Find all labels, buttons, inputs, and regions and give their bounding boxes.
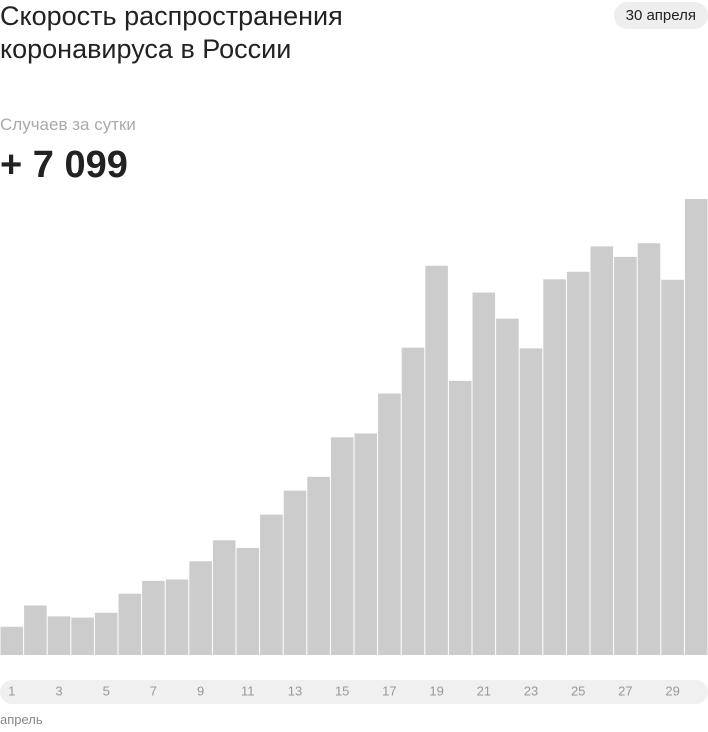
bar (496, 318, 519, 655)
x-tick-label: 15 (335, 683, 349, 698)
bar (24, 605, 47, 655)
bar (661, 279, 684, 655)
bar (307, 476, 330, 655)
bar (142, 580, 165, 655)
chart: 1 3 5 7 9 11 13 15 17 19 21 23 25 27 29 (0, 199, 708, 704)
bar (47, 616, 71, 655)
bar (590, 246, 614, 656)
headline: + 7 099 (0, 144, 128, 186)
bar (330, 437, 354, 655)
x-tick-label: 3 (55, 683, 62, 698)
bar (448, 380, 472, 655)
bar (354, 433, 378, 655)
bar (401, 347, 425, 655)
bar (212, 540, 236, 655)
bar (94, 612, 118, 655)
x-tick-label: 23 (524, 683, 538, 698)
x-tick-label: 29 (665, 683, 679, 698)
subtitle: Случаев за сутки (0, 115, 136, 134)
x-tick-label: 21 (477, 683, 491, 698)
bar (425, 265, 448, 655)
x-tick-label: 19 (429, 683, 443, 698)
bar (543, 279, 566, 655)
x-tick-label: 25 (571, 683, 585, 698)
bar (472, 292, 496, 655)
x-axis-label: апрель (0, 712, 43, 727)
bar (566, 271, 590, 655)
x-tick-label: 1 (8, 683, 15, 698)
bar (614, 256, 637, 655)
bar (236, 547, 260, 655)
bar (0, 626, 24, 655)
axis-band (0, 680, 708, 704)
chart-title: Скорость распространения коронавируса в … (0, 1, 343, 64)
bar (189, 561, 212, 655)
x-tick-label: 9 (197, 683, 204, 698)
x-tick-label: 27 (618, 683, 632, 698)
bar (378, 393, 401, 655)
bar (260, 514, 283, 655)
x-tick-label: 13 (288, 683, 302, 698)
date-badge: 30 апреля (613, 2, 708, 29)
bar (118, 593, 142, 655)
bar (637, 243, 661, 655)
bar (519, 348, 543, 655)
x-tick-label: 7 (150, 683, 157, 698)
x-tick-label: 5 (103, 683, 110, 698)
bar (165, 579, 189, 655)
x-tick-label: 17 (382, 683, 396, 698)
bar (283, 490, 307, 655)
bar (684, 199, 708, 655)
bar (71, 617, 94, 655)
x-tick-label: 11 (241, 683, 255, 698)
